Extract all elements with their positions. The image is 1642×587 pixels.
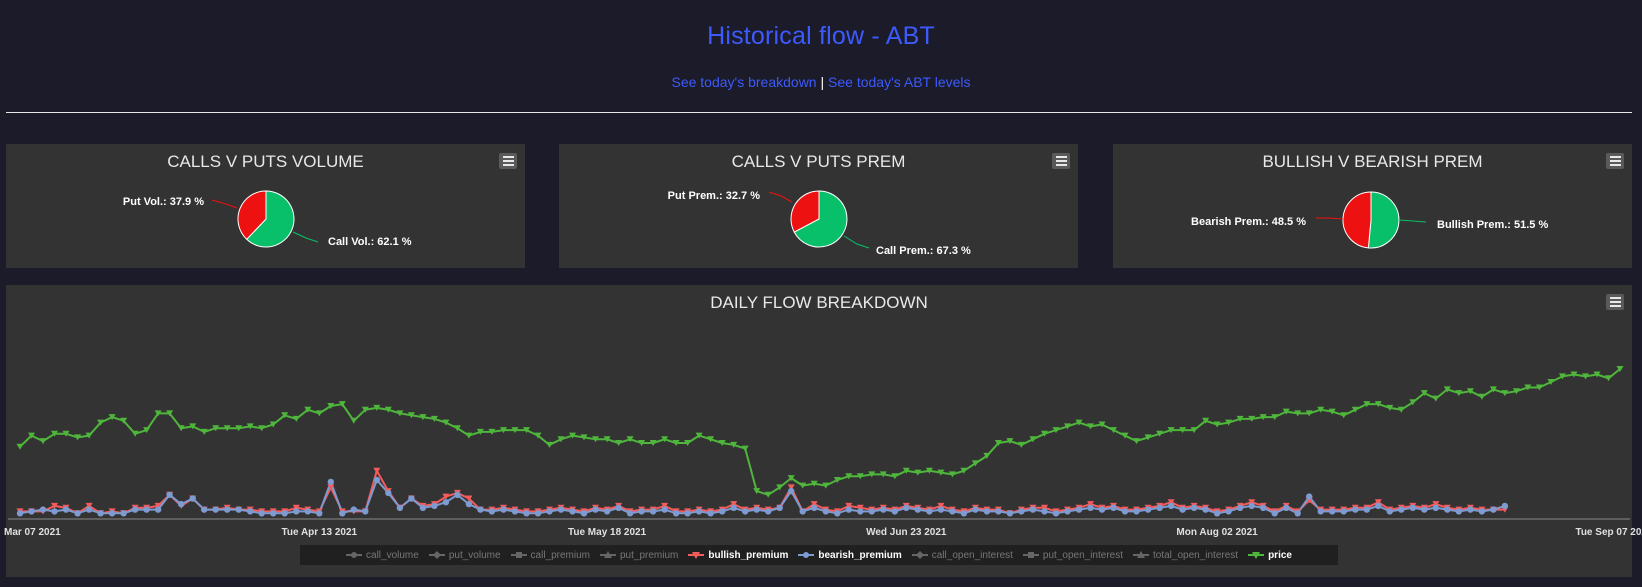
pie-slice-call-vol[interactable] xyxy=(245,190,295,248)
pie-slice-put-vol[interactable] xyxy=(237,190,267,240)
hamburger-icon xyxy=(1609,297,1621,299)
legend-symbol-triangle-icon xyxy=(1133,551,1149,558)
legend-item-call_premium[interactable]: call_premium xyxy=(510,549,590,561)
legend-item-total_open_interest[interactable]: total_open_interest xyxy=(1133,550,1238,561)
legend-label: call_volume xyxy=(366,549,419,561)
line-panel-daily-flow: DAILY FLOW BREAKDOWN xyxy=(6,285,1632,577)
legend-symbol-diamond-icon xyxy=(911,551,928,559)
legend-item-bearish_premium[interactable]: bearish_premium xyxy=(798,549,902,561)
chart-menu-button-bullbear[interactable] xyxy=(1606,153,1624,169)
hamburger-icon-bar xyxy=(1609,305,1621,307)
chart-menu-button-prem[interactable] xyxy=(1052,153,1070,169)
chart-menu-button-volume[interactable] xyxy=(499,153,517,169)
legend-label: bullish_premium xyxy=(708,549,789,561)
legend-item-put_open_interest[interactable]: put_open_interest xyxy=(1022,549,1123,561)
pie-label-put-prem: Put Prem.: 32.7 % xyxy=(668,190,761,202)
link-todays-breakdown[interactable]: See today's breakdown xyxy=(671,74,817,90)
pie-label-bullish-prem: Bullish Prem.: 51.5 % xyxy=(1437,219,1548,231)
pie-slice-put-prem[interactable] xyxy=(790,190,820,233)
pie-label-put-vol: Put Vol.: 37.9 % xyxy=(123,196,204,208)
legend-label: put_premium xyxy=(620,549,679,561)
legend-symbol-triangle-down-icon xyxy=(1248,552,1265,559)
pie-panel-prem: CALLS V PUTS PREM Put Prem.: 32.7 % Call… xyxy=(559,144,1078,268)
pie-chart-bullbear: Bearish Prem.: 48.5 % Bullish Prem.: 51.… xyxy=(1191,191,1548,249)
legend-label: call_premium xyxy=(530,549,590,561)
legend-item-price[interactable]: price xyxy=(1248,550,1292,561)
header-divider xyxy=(6,112,1632,113)
legend-symbol-square-icon xyxy=(1022,552,1039,558)
hamburger-icon-bar xyxy=(1609,301,1621,303)
pie-label-call-prem: Call Prem.: 67.3 % xyxy=(876,245,971,257)
pie-connector-call-prem xyxy=(843,235,870,249)
legend-label: bearish_premium xyxy=(818,549,902,561)
pie-slice-call-prem[interactable] xyxy=(793,190,848,248)
pie-title-bullbear: BULLISH V BEARISH PREM xyxy=(1262,152,1483,171)
legend-label: price xyxy=(1268,549,1292,561)
pie-label-bearish-prem: Bearish Prem.: 48.5 % xyxy=(1191,216,1306,228)
pie-panel-volume: CALLS V PUTS VOLUME Put Vol.: 37.9 % Cal… xyxy=(6,144,525,268)
legend-label: put_volume xyxy=(448,549,501,561)
legend-item-put_premium[interactable]: put_premium xyxy=(600,550,678,561)
line-chart-title: DAILY FLOW BREAKDOWN xyxy=(710,293,928,312)
hamburger-icon-bar xyxy=(502,164,514,166)
link-todays-levels[interactable]: See today's ABT levels xyxy=(828,74,971,90)
hamburger-icon xyxy=(502,156,514,158)
pie-title-volume: CALLS V PUTS VOLUME xyxy=(167,152,364,171)
pie-connector-put-vol xyxy=(211,199,238,209)
legend-symbol-triangle-down-icon xyxy=(688,552,705,559)
pie-connector-call-vol xyxy=(292,231,319,243)
legend-symbol-diamond-icon xyxy=(428,551,445,559)
pie-connector-bullish-prem xyxy=(1398,219,1427,223)
pie-connector-put-prem xyxy=(768,191,793,203)
legend-symbol-triangle-icon xyxy=(600,551,616,558)
hamburger-icon xyxy=(1609,156,1621,158)
legend-item-call_open_interest[interactable]: call_open_interest xyxy=(911,549,1013,561)
pie-label-call-vol: Call Vol.: 62.1 % xyxy=(328,236,412,248)
hamburger-icon-bar xyxy=(1609,160,1621,162)
legend-symbol-circle-icon xyxy=(798,552,815,558)
link-separator: | xyxy=(820,74,825,90)
legend-item-call_volume[interactable]: call_volume xyxy=(346,550,419,561)
legend-label: put_open_interest xyxy=(1042,549,1123,561)
header-links: See today's breakdown | See today's ABT … xyxy=(0,74,1642,90)
hamburger-icon-bar xyxy=(1609,164,1621,166)
hamburger-icon-bar xyxy=(502,160,514,162)
legend-item-put_volume[interactable]: put_volume xyxy=(428,549,501,561)
pie-panel-bullbear: BULLISH V BEARISH PREM Bearish Prem.: 48… xyxy=(1113,144,1632,268)
pie-chart-prem: Put Prem.: 32.7 % Call Prem.: 67.3 % xyxy=(668,190,971,257)
pie-slice-bullish-prem[interactable] xyxy=(1367,191,1400,249)
legend-symbol-square-icon xyxy=(510,552,527,558)
hamburger-icon-bar xyxy=(1055,160,1067,162)
chart-menu-button-daily-flow[interactable] xyxy=(1606,294,1624,310)
pie-title-prem: CALLS V PUTS PREM xyxy=(731,152,906,171)
page-title: Historical flow - ABT xyxy=(707,22,935,50)
pie-connector-bearish-prem xyxy=(1316,217,1344,220)
legend-label: call_open_interest xyxy=(931,549,1013,561)
chart-legend: call_volume put_volume call_premium put_pre… xyxy=(300,545,1338,565)
pie-slice-bearish-prem[interactable] xyxy=(1342,191,1372,249)
legend-item-bullish_premium[interactable]: bullish_premium xyxy=(688,550,788,561)
legend-label: total_open_interest xyxy=(1153,549,1239,561)
legend-symbol-circle-icon xyxy=(346,552,363,558)
pie-chart-volume: Put Vol.: 37.9 % Call Vol.: 62.1 % xyxy=(123,190,412,248)
hamburger-icon-bar xyxy=(1055,164,1067,166)
hamburger-icon xyxy=(1055,156,1067,158)
